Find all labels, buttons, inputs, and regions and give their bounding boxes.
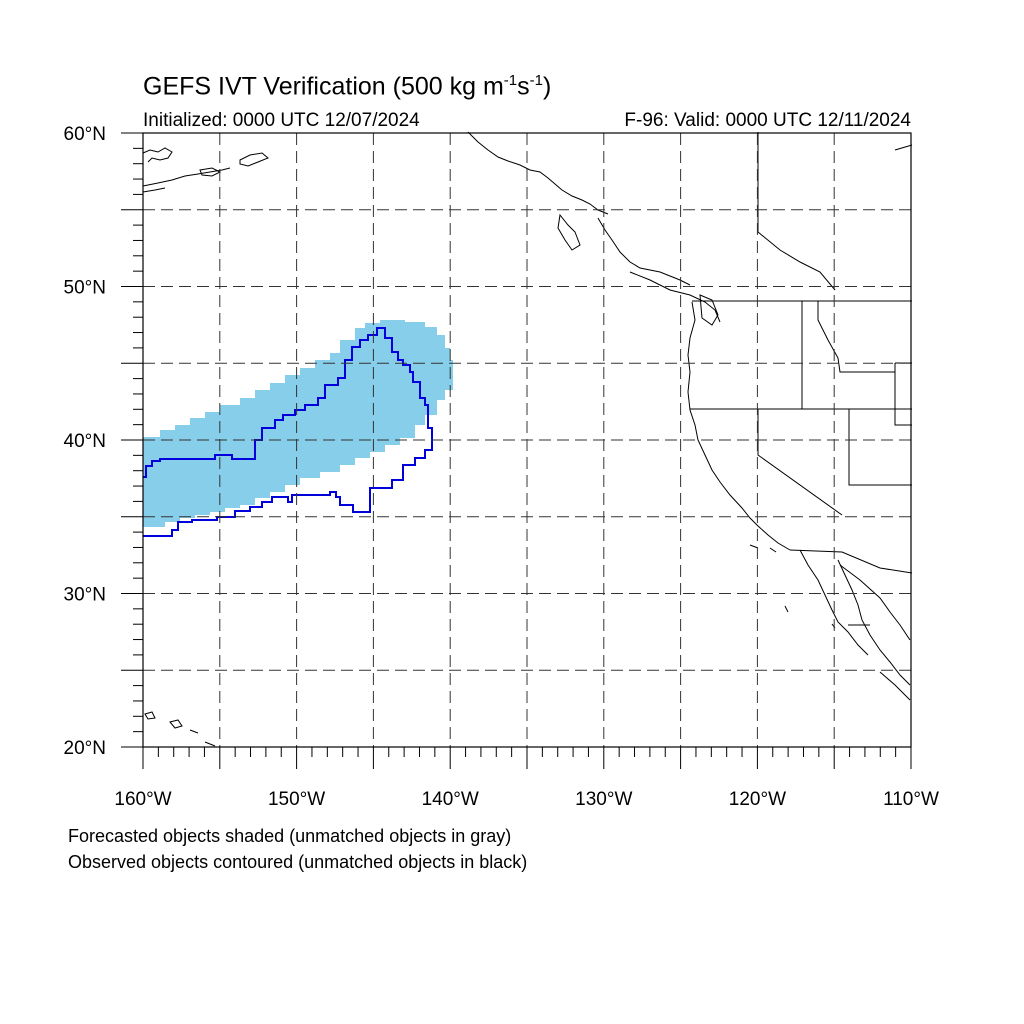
plot-title: GEFS IVT Verification (500 kg m-1s-1) bbox=[143, 72, 552, 101]
initialized-label: Initialized: 0000 UTC 12/07/2024 bbox=[143, 110, 420, 131]
lon-labels: 160°W 150°W 140°W 130°W 120°W 110°W bbox=[114, 789, 939, 810]
lat-lon-grid bbox=[143, 133, 911, 747]
lat-label: 20°N bbox=[64, 738, 106, 759]
lat-labels: 20°N 30°N 40°N 50°N 60°N bbox=[64, 124, 106, 759]
lat-label: 50°N bbox=[64, 278, 106, 299]
lat-label: 40°N bbox=[64, 431, 106, 452]
forecast-object bbox=[143, 320, 453, 527]
caption-forecast: Forecasted objects shaded (unmatched obj… bbox=[68, 826, 512, 846]
lon-label: 110°W bbox=[883, 789, 939, 810]
valid-label: F-96: Valid: 0000 UTC 12/11/2024 bbox=[624, 110, 911, 131]
lat-label: 30°N bbox=[64, 585, 106, 606]
lon-label: 120°W bbox=[729, 789, 786, 810]
lon-label: 160°W bbox=[114, 789, 171, 810]
lon-label: 140°W bbox=[422, 789, 479, 810]
observed-object bbox=[143, 327, 433, 537]
lat-label: 60°N bbox=[64, 124, 106, 145]
caption-observed: Observed objects contoured (unmatched ob… bbox=[68, 852, 528, 872]
lon-label: 150°W bbox=[268, 789, 325, 810]
axis-ticks bbox=[121, 132, 912, 769]
lon-label: 130°W bbox=[575, 789, 632, 810]
